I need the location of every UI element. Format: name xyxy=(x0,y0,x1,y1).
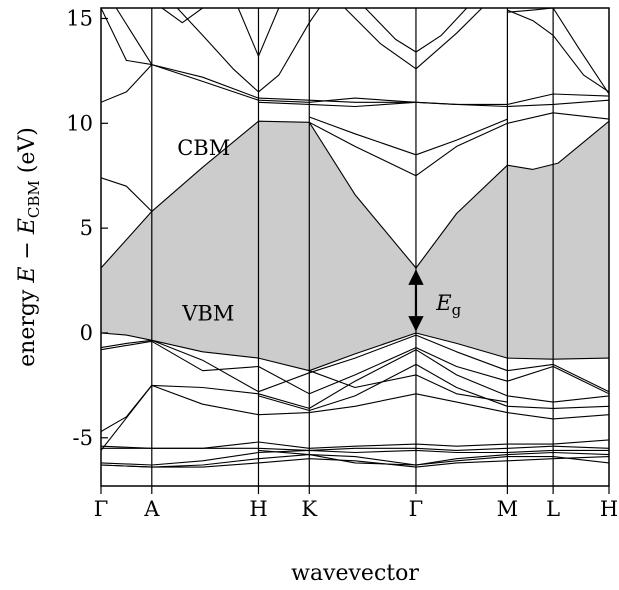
band-line-24 xyxy=(309,116,508,156)
x-tick-label-6: L xyxy=(546,497,560,521)
y-tick-label-0: -5 xyxy=(73,426,93,450)
band-line-1 xyxy=(101,177,153,212)
band-line-5 xyxy=(101,349,609,432)
x-tick-label-4: Γ xyxy=(409,497,424,521)
y-axis-label-dash: − xyxy=(15,234,40,266)
x-tick-label-0: Γ xyxy=(94,497,109,521)
band-line-9 xyxy=(309,370,508,403)
band-gap-shading xyxy=(101,121,609,371)
band-line-26 xyxy=(364,8,468,53)
gap-label-sub: g xyxy=(452,301,462,319)
y-axis-label-var2: E xyxy=(15,218,40,235)
x-tick-label-7: H xyxy=(600,497,618,521)
band-line-22 xyxy=(258,101,417,108)
band-line-14 xyxy=(101,456,609,468)
band-line-17 xyxy=(115,8,609,108)
x-tick-label-3: K xyxy=(301,497,317,521)
band-line-23 xyxy=(309,112,609,177)
band-line-11 xyxy=(101,445,609,451)
cbm-label: CBM xyxy=(177,136,230,160)
band-line-6 xyxy=(101,385,153,451)
gap-label: Eg xyxy=(435,291,461,319)
gap-label-var: E xyxy=(435,291,451,315)
y-tick-label-1: 0 xyxy=(80,321,93,345)
y-tick-label-4: 15 xyxy=(66,6,93,30)
band-line-12 xyxy=(101,449,609,466)
band-line-16 xyxy=(101,64,609,105)
y-axis-label: energy E − ECBM (eV) xyxy=(15,127,43,367)
x-tick-label-1: A xyxy=(143,497,160,521)
y-axis-label-var1: E xyxy=(15,267,40,284)
band-line-27 xyxy=(507,9,609,93)
x-tick-label-2: H xyxy=(249,497,267,521)
y-tick-label-3: 10 xyxy=(66,111,93,135)
y-axis-label-prefix: energy xyxy=(15,283,40,367)
band-line-19 xyxy=(176,8,320,93)
x-tick-label-5: M xyxy=(497,497,519,521)
y-axis-label-sub: CBM xyxy=(25,180,43,218)
band-line-13 xyxy=(101,454,609,468)
band-line-28 xyxy=(552,8,609,95)
band-line-7 xyxy=(151,384,609,420)
y-axis-label-unit: (eV) xyxy=(15,127,40,180)
band-line-18 xyxy=(101,8,152,66)
band-line-25 xyxy=(344,8,483,70)
band-line-21 xyxy=(237,8,280,57)
vbm-label: VBM xyxy=(181,301,234,325)
band-line-0 xyxy=(101,120,609,269)
band-line-8 xyxy=(258,363,609,412)
energy-bands xyxy=(101,8,609,468)
band-line-15 xyxy=(258,449,609,466)
band-line-20 xyxy=(161,8,203,24)
band-line-3 xyxy=(101,334,609,393)
y-tick-label-2: 5 xyxy=(80,216,93,240)
band-line-2 xyxy=(101,332,609,372)
x-axis-label: wavevector xyxy=(291,561,419,586)
band-line-4 xyxy=(101,340,609,395)
y-ticks: -5 0 5 10 15 xyxy=(66,6,108,450)
plot-frame xyxy=(100,7,610,487)
